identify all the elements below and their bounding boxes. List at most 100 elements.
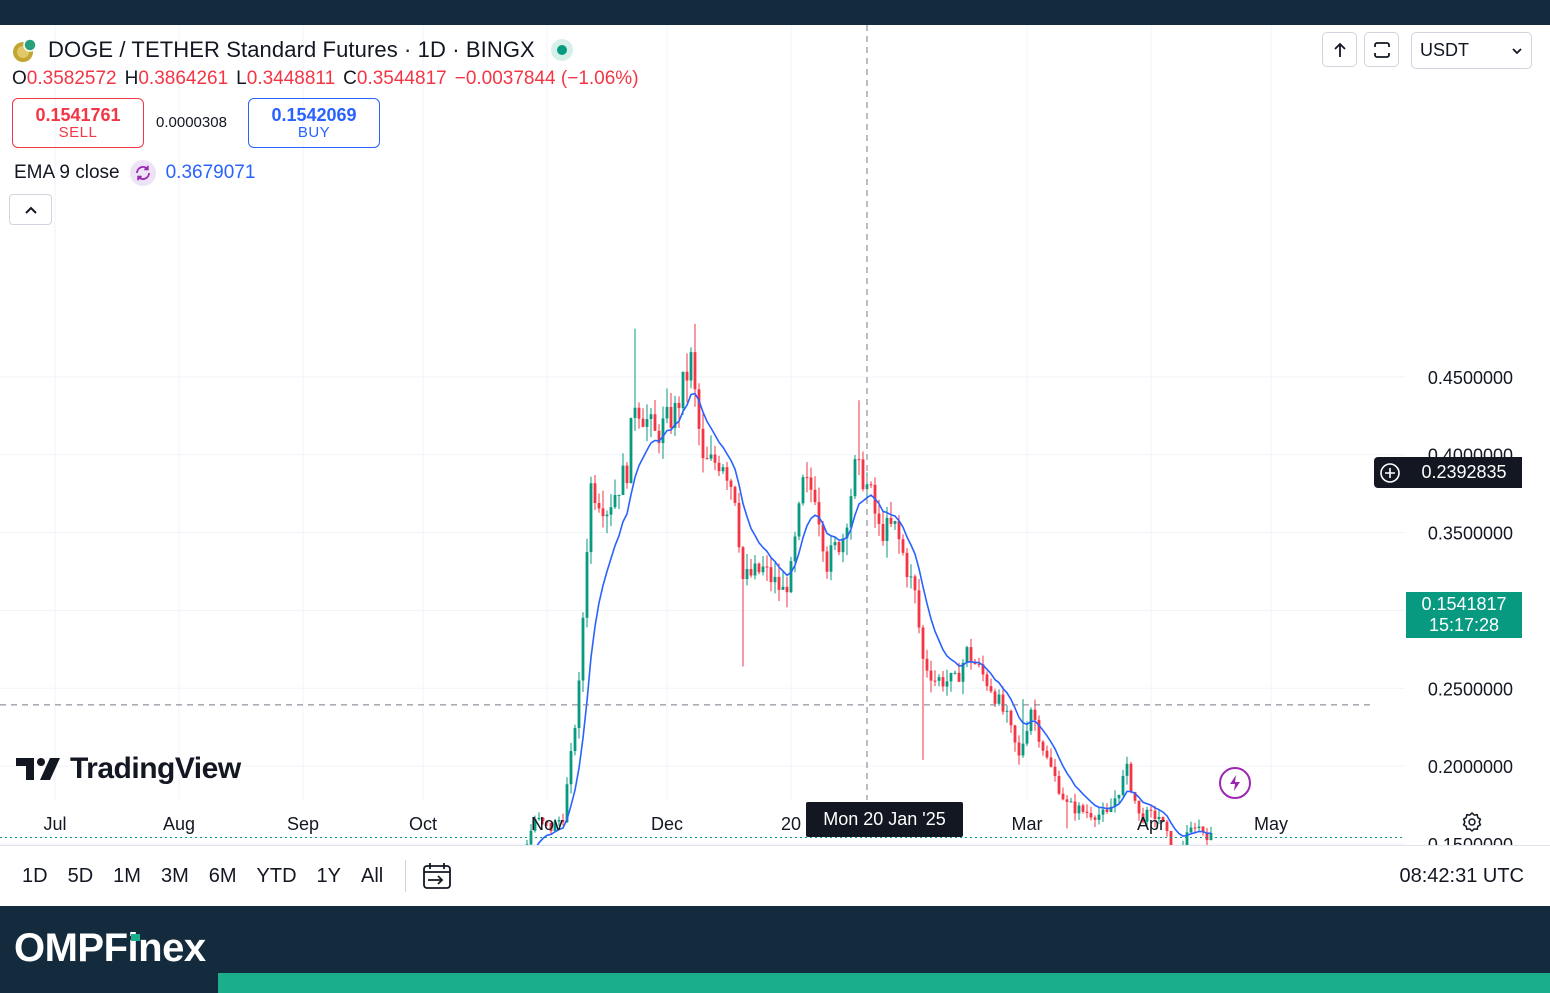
close-value: 0.3544817 xyxy=(356,68,447,89)
candle-body xyxy=(681,371,685,409)
fullscreen-button[interactable] xyxy=(1364,32,1399,67)
candle-body xyxy=(1085,811,1089,814)
change-value: −0.0037844 (−1.06%) xyxy=(454,68,639,89)
candle-body xyxy=(1017,742,1021,756)
candle-body xyxy=(993,691,997,704)
candle-body xyxy=(1149,809,1153,811)
time-tick-label: Dec xyxy=(651,814,683,834)
footer-banner: OMPFi nex xyxy=(0,906,1550,993)
candle-body xyxy=(589,483,593,553)
lightning-icon[interactable] xyxy=(1219,767,1251,799)
range-1m[interactable]: 1M xyxy=(113,865,141,887)
candle-body xyxy=(1045,750,1049,758)
candle-body xyxy=(697,389,701,429)
candle-body xyxy=(1145,809,1149,822)
candle-body xyxy=(1065,799,1069,802)
top-strip xyxy=(0,0,1550,25)
candle-body xyxy=(897,521,901,540)
time-tick-label: Nov xyxy=(531,814,563,834)
candle-body xyxy=(749,569,753,576)
candle-body xyxy=(1201,826,1205,833)
chevron-down-icon xyxy=(1512,47,1522,54)
time-tick-label: Mar xyxy=(1012,814,1043,834)
range-6m[interactable]: 6M xyxy=(208,865,237,887)
candle-body xyxy=(577,680,581,728)
candle-body xyxy=(705,458,709,460)
candle-body xyxy=(717,462,721,472)
close-key: C xyxy=(343,68,357,89)
buy-button[interactable]: 0.1542069 BUY xyxy=(248,98,380,148)
candle-body xyxy=(673,402,677,428)
candle-body xyxy=(781,586,785,590)
range-1d[interactable]: 1D xyxy=(22,865,48,887)
price-chart[interactable]: 0.05000000.10000000.15000000.20000000.25… xyxy=(0,25,1550,845)
candle-body xyxy=(905,552,909,578)
collapse-legend-button[interactable] xyxy=(9,194,52,225)
snapshot-button[interactable] xyxy=(1322,32,1357,67)
candle-body xyxy=(1057,776,1061,794)
candle-body xyxy=(1185,832,1189,845)
candle-body xyxy=(1209,832,1213,841)
candle-body xyxy=(829,545,833,572)
axis-settings-button[interactable] xyxy=(1458,808,1486,836)
candle-body xyxy=(1193,827,1197,829)
candle-body xyxy=(885,517,889,541)
utc-clock[interactable]: 08:42:31 UTC xyxy=(1399,864,1524,887)
tradingview-mark-icon xyxy=(16,758,60,780)
candle-body xyxy=(729,480,733,487)
candle-body xyxy=(609,507,613,515)
refresh-icon[interactable] xyxy=(129,160,156,186)
sell-button[interactable]: 0.1541761 SELL xyxy=(12,98,144,148)
candle-body xyxy=(1001,694,1005,712)
range-3m[interactable]: 3M xyxy=(160,865,189,887)
candle-body xyxy=(893,521,897,524)
sell-price: 0.1541761 xyxy=(35,104,121,125)
candle-body xyxy=(625,465,629,484)
candle-body xyxy=(793,536,797,562)
candle-body xyxy=(757,563,761,573)
candle-body xyxy=(841,538,845,553)
add-alert-button[interactable] xyxy=(1374,457,1406,488)
go-to-date-button[interactable] xyxy=(420,859,454,893)
candle-body xyxy=(1141,813,1145,822)
range-all[interactable]: All xyxy=(361,865,384,887)
brand-part2: nex xyxy=(138,926,206,970)
candle-body xyxy=(657,430,661,444)
candle-body xyxy=(537,817,541,820)
crosshair xyxy=(0,25,1405,838)
candle-body xyxy=(989,686,993,692)
candle-body xyxy=(901,539,905,553)
currency-select[interactable]: USDT xyxy=(1411,32,1532,69)
candle-body xyxy=(1105,809,1109,812)
symbol-header[interactable]: DOGE / TETHER Standard Futures · 1D · BI… xyxy=(12,36,573,64)
candles xyxy=(525,323,1213,845)
candle-body xyxy=(853,459,857,497)
candle-body xyxy=(801,477,805,504)
candle-body xyxy=(877,513,881,524)
candle-body xyxy=(1189,827,1193,833)
candle-body xyxy=(1157,816,1161,820)
candle-body xyxy=(541,817,545,821)
candle-body xyxy=(1137,800,1141,814)
candle-body xyxy=(597,503,601,509)
candle-body xyxy=(1133,791,1137,801)
last-price-label: 0.1541817 15:17:28 xyxy=(1406,592,1522,638)
candle-body xyxy=(865,484,869,490)
brand-logo: OMPFi nex xyxy=(14,926,206,971)
candle-body xyxy=(685,371,689,381)
ohlc-readout: O0.3582572 H0.3864261 L0.3448811 C0.3544… xyxy=(12,68,641,90)
candle-body xyxy=(765,566,769,568)
range-ytd[interactable]: YTD xyxy=(256,865,297,887)
candle-body xyxy=(929,670,933,681)
candle-body xyxy=(1009,710,1013,726)
candle-body xyxy=(633,407,637,418)
ema-legend[interactable]: EMA 9 close 0.3679071 xyxy=(14,160,255,186)
candle-body xyxy=(913,576,917,591)
time-axis[interactable]: Jul Aug Sep Oct Nov Dec 20 Mar Apr May xyxy=(43,814,1288,834)
candle-body xyxy=(1053,766,1057,777)
sell-label: SELL xyxy=(58,123,98,141)
candle-body xyxy=(785,586,789,593)
range-5d[interactable]: 5D xyxy=(67,865,94,887)
tradingview-logo[interactable]: TradingView xyxy=(16,752,241,786)
range-1y[interactable]: 1Y xyxy=(316,865,342,887)
